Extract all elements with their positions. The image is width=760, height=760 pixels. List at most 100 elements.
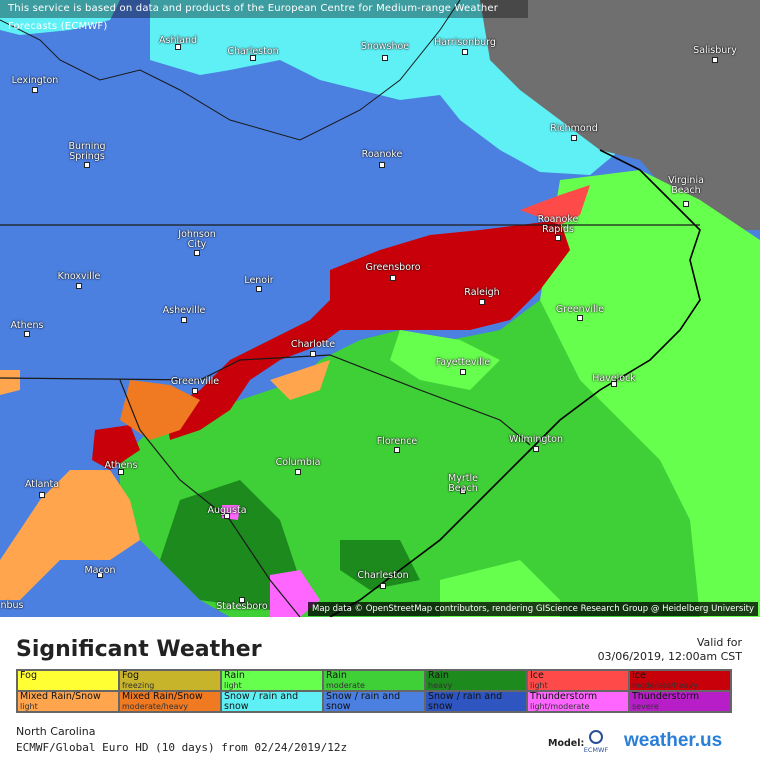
legend-label: Rain <box>326 670 347 681</box>
city-marker <box>239 597 245 603</box>
city-label: nbus <box>0 600 24 611</box>
model-run-info: ECMWF/Global Euro HD (10 days) from 02/2… <box>16 741 348 754</box>
city-label: Fayetteville <box>435 357 491 368</box>
city-label: Greenville <box>555 304 605 315</box>
city-label: Burning Springs <box>68 141 106 162</box>
city-label: Athens <box>10 320 44 331</box>
city-marker <box>577 315 583 321</box>
city-marker <box>460 488 466 494</box>
city-label: Asheville <box>162 305 206 316</box>
city-label: Harrisonburg <box>434 37 496 48</box>
legend-item: Snow / rain and snowlight <box>221 691 323 712</box>
city-label: Raleigh <box>464 287 500 298</box>
city-marker <box>118 469 124 475</box>
city-label: Charleston <box>227 46 279 57</box>
legend-sublabel: light <box>530 681 548 690</box>
legend-item: Thunderstorm light/moderate <box>527 691 629 712</box>
model-label: Model: <box>548 738 585 749</box>
legend-label: Snow / rain and snow <box>326 691 401 712</box>
city-marker <box>192 388 198 394</box>
ecmwf-logo-text: ECMWF <box>584 746 609 754</box>
city-label: Ashland <box>159 35 197 46</box>
city-marker <box>382 55 388 61</box>
city-marker <box>250 55 256 61</box>
legend-item: Rain heavy <box>425 670 527 691</box>
city-marker <box>380 583 386 589</box>
map-attribution: Map data © OpenStreetMap contributors, r… <box>308 602 758 616</box>
city-marker <box>24 331 30 337</box>
city-label: Snowshoe <box>360 41 410 52</box>
city-label: Roanoke Rapids <box>537 214 579 235</box>
city-marker <box>394 447 400 453</box>
legend: Fog Fog freezing Rain light Rain moderate R… <box>16 669 732 713</box>
legend-label: Mixed Rain/Snow <box>20 691 101 702</box>
legend-item: Mixed Rain/Snow moderate/heavy <box>119 691 221 712</box>
city-marker <box>76 283 82 289</box>
city-label: Florence <box>376 436 418 447</box>
city-marker <box>533 446 539 452</box>
city-marker <box>712 57 718 63</box>
city-label: Greensboro <box>365 262 421 273</box>
city-label: Virginia Beach <box>668 175 704 196</box>
legend-item: Ice light <box>527 670 629 691</box>
city-label: Roanoke <box>361 149 403 160</box>
legend-item: Snow / rain and snowmoderate <box>323 691 425 712</box>
map-title: Significant Weather <box>16 637 262 662</box>
city-label: Richmond <box>550 123 598 134</box>
legend-label: Fog <box>20 670 37 681</box>
legend-sublabel: freezing <box>122 681 155 690</box>
legend-label: Mixed Rain/Snow <box>122 691 203 702</box>
city-marker <box>224 513 230 519</box>
ecmwf-logo-icon: ECMWF <box>584 730 609 754</box>
city-label: Knoxville <box>57 271 101 282</box>
city-marker <box>462 49 468 55</box>
city-label: Johnson City <box>178 229 216 250</box>
city-label: Charleston <box>357 570 409 581</box>
city-marker <box>39 492 45 498</box>
precipitation-type-layer <box>0 0 760 617</box>
city-marker <box>181 317 187 323</box>
legend-label: Thunderstorm <box>632 691 700 702</box>
city-label: Greenville <box>170 376 220 387</box>
legend-label: Ice <box>632 670 646 681</box>
legend-label: Rain <box>428 670 449 681</box>
legend-label: Fog <box>122 670 139 681</box>
legend-sublabel: moderate <box>326 681 365 690</box>
city-label: Wilmington <box>509 434 563 445</box>
city-marker <box>32 87 38 93</box>
legend-item: Rain moderate <box>323 670 425 691</box>
city-marker <box>295 469 301 475</box>
legend-sublabel: heavy <box>428 681 453 690</box>
city-label: Columbia <box>275 457 321 468</box>
city-label: Salisbury <box>693 45 737 56</box>
legend-item: Thunderstorm severe <box>629 691 731 712</box>
valid-for-label: Valid for <box>696 636 742 649</box>
city-marker <box>194 250 200 256</box>
city-label: Augusta <box>207 505 247 516</box>
valid-date: 03/06/2019, 12:00am CST <box>597 650 742 663</box>
city-label: Havelock <box>592 373 636 384</box>
city-label: Macon <box>84 565 116 576</box>
city-label: Atlanta <box>24 479 60 490</box>
legend-sublabel: severe <box>632 702 659 711</box>
weather-us-logo[interactable]: weather.us <box>624 730 723 751</box>
city-label: Myrtle Beach <box>448 473 478 494</box>
city-marker <box>611 381 617 387</box>
legend-sublabel: light/moderate <box>530 702 590 711</box>
city-marker <box>97 572 103 578</box>
city-marker <box>310 351 316 357</box>
legend-item: Snow / rain and snowheavy <box>425 691 527 712</box>
city-marker <box>571 135 577 141</box>
legend-item: Fog <box>17 670 119 691</box>
city-marker <box>555 235 561 241</box>
city-marker <box>479 299 485 305</box>
legend-item: Fog freezing <box>119 670 221 691</box>
legend-sublabel: moderate/heavy <box>632 681 698 690</box>
city-label: Lexington <box>11 75 59 86</box>
city-label: Lenoir <box>244 275 274 286</box>
city-marker <box>175 44 181 50</box>
city-label: Athens <box>104 460 138 471</box>
legend-label: Rain <box>224 670 245 681</box>
city-marker <box>683 201 689 207</box>
legend-item: Mixed Rain/Snow light <box>17 691 119 712</box>
